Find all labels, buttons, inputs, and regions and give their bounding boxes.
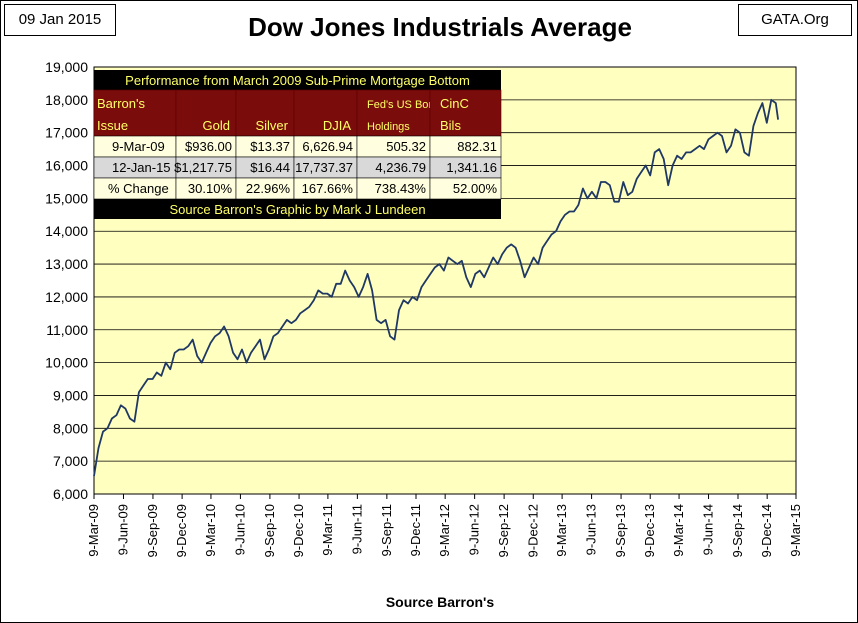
x-tick-label: 9-Dec-10 [291, 504, 306, 557]
table-header-text: Gold [203, 118, 230, 133]
table-cell-text: % Change [108, 181, 169, 196]
y-tick-label: 14,000 [45, 223, 88, 239]
table-footer: Source Barron's Graphic by Mark J Lundee… [169, 202, 425, 217]
date-label: 09 Jan 2015 [4, 4, 116, 36]
x-tick-label: 9-Jun-09 [115, 504, 130, 555]
table-header-text: Barron's [97, 96, 146, 111]
y-tick-label: 6,000 [53, 486, 88, 502]
x-tick-label: 9-Sep-13 [613, 504, 628, 557]
table-cell-text: 167.66% [302, 181, 354, 196]
x-tick-label: 9-Mar-13 [554, 504, 569, 557]
x-tick-label: 9-Jun-12 [467, 504, 482, 555]
y-tick-label: 10,000 [45, 355, 88, 371]
x-tick-label: 9-Mar-11 [320, 504, 335, 556]
table-header-text: Bils [440, 118, 461, 133]
x-tick-label: 9-Jun-11 [349, 504, 364, 554]
table-cell-text: 882.31 [457, 139, 497, 154]
table-cell-text: $1,217.75 [174, 160, 232, 175]
table-header-cell [293, 89, 358, 137]
table-cell-text: 6,626.94 [302, 139, 353, 154]
x-tick-label: 9-Sep-11 [379, 504, 394, 557]
x-tick-label: 9-Dec-13 [642, 504, 657, 557]
performance-table: Performance from March 2009 Sub-Prime Mo… [93, 70, 502, 219]
table-header-text: CinC [440, 96, 469, 111]
x-tick-label: 9-Dec-11 [408, 504, 423, 557]
table-header-cell [235, 89, 295, 137]
x-tick-label: 9-Jun-13 [584, 504, 599, 555]
x-tick-label: 9-Mar-15 [788, 504, 803, 557]
table-header-text: Issue [97, 118, 128, 133]
table-cell-text: $16.44 [250, 160, 290, 175]
x-axis: 9-Mar-09 9-Jun-09 9-Sep-09 9-Dec-09 9-Mar-10… [86, 494, 803, 557]
table-cell-text: 4,236.79 [375, 160, 426, 175]
y-tick-label: 13,000 [45, 256, 88, 272]
table-cell-text: 17,737.37 [295, 160, 353, 175]
x-tick-label: 9-Mar-10 [203, 504, 218, 557]
table-cell-text: 738.43% [375, 181, 427, 196]
y-tick-label: 19,000 [45, 59, 88, 75]
table-footer-bar [94, 199, 501, 219]
table-cell-text: 52.00% [453, 181, 498, 196]
y-tick-label: 16,000 [45, 158, 88, 174]
y-tick-label: 11,000 [46, 322, 88, 338]
x-tick-label: 9-Mar-12 [437, 504, 452, 557]
x-tick-label: 9-Mar-14 [671, 504, 686, 557]
y-tick-label: 9,000 [53, 387, 88, 403]
table-header-text: Silver [255, 118, 288, 133]
y-tick-label: 8,000 [53, 420, 88, 436]
table-cell-text: 22.96% [246, 181, 291, 196]
y-tick-label: 12,000 [45, 289, 88, 305]
x-tick-label: 9-Dec-12 [525, 504, 540, 557]
x-tick-label: 9-Mar-09 [86, 504, 101, 557]
brand-label: GATA.Org [738, 4, 852, 36]
table-cell-text: 30.10% [188, 181, 233, 196]
table-cell-text: $936.00 [185, 139, 232, 154]
table-header-cell [93, 89, 177, 137]
table-cell-text: 1,341.16 [446, 160, 497, 175]
x-tick-label: 9-Jun-10 [232, 504, 247, 555]
x-tick-label: 9-Sep-10 [262, 504, 277, 557]
table-cell-text: 9-Mar-09 [112, 139, 165, 154]
y-axis: 6,000 7,000 8,000 9,000 10,000 11,000 12,000 13… [45, 59, 88, 502]
x-tick-label: 9-Sep-12 [496, 504, 511, 557]
y-tick-label: 17,000 [45, 125, 88, 141]
table-header-text: Fed's US Bond [367, 99, 441, 111]
x-tick-label: 9-Dec-14 [759, 504, 774, 557]
table-header-cell [356, 89, 431, 137]
x-tick-label: 9-Sep-14 [730, 504, 745, 557]
table-header-text: DJIA [323, 118, 352, 133]
x-tick-label: 9-Jun-14 [701, 504, 716, 555]
table-header-text: Holdings [367, 121, 410, 133]
table-header-cell [175, 89, 237, 137]
y-tick-label: 7,000 [53, 453, 88, 469]
table-title: Performance from March 2009 Sub-Prime Mo… [125, 73, 470, 88]
table-cell-text: 505.32 [386, 139, 426, 154]
y-tick-label: 18,000 [45, 92, 88, 108]
djia-series-line [93, 98, 779, 477]
table-cell-text: $13.37 [250, 139, 290, 154]
table-header-cell [429, 89, 502, 137]
y-tick-label: 15,000 [45, 190, 88, 206]
x-tick-label: 9-Dec-09 [174, 504, 189, 557]
x-tick-label: 9-Sep-09 [145, 504, 160, 557]
table-title-bar [94, 70, 501, 90]
chart-title: Dow Jones Industrials Average [248, 12, 632, 42]
x-axis-label: Source Barron's [385, 594, 495, 610]
table-cell-text: 12-Jan-15 [112, 160, 171, 175]
